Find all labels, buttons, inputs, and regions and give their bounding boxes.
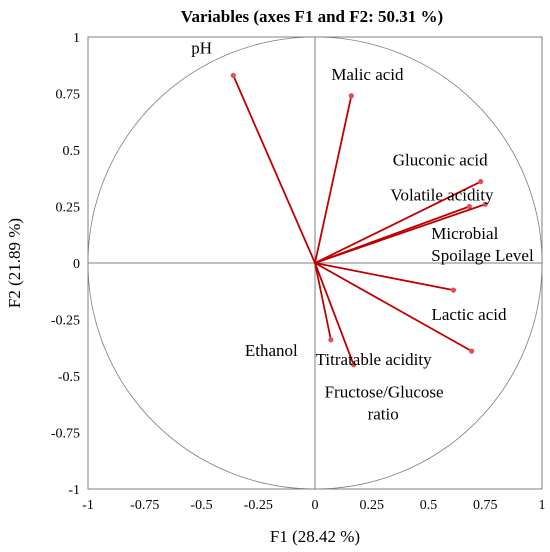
variable-point <box>482 201 488 207</box>
y-tick-label: -0.75 <box>51 427 80 442</box>
variable-label-line: Gluconic acid <box>393 151 488 170</box>
variable-point <box>350 362 357 368</box>
variable-label-line: Titratable acidity <box>316 350 432 369</box>
x-tick-label: -0.75 <box>130 498 159 513</box>
variable-point <box>466 203 472 210</box>
y-tick-label: 0.5 <box>63 144 81 159</box>
variable-label-line: ratio <box>368 405 399 424</box>
y-tick-label: 0 <box>73 257 80 272</box>
y-tick-label: -0.5 <box>58 370 80 385</box>
variable-label-line: Ethanol <box>245 341 298 360</box>
variable-point <box>478 179 484 185</box>
variable-vector <box>314 203 486 264</box>
x-tick-label: 0 <box>312 498 319 513</box>
variable-label-line: Fructose/Glucose <box>325 383 444 402</box>
variable-point <box>230 72 236 79</box>
variable-label: Ethanol <box>245 341 298 360</box>
variable-point <box>450 287 457 293</box>
y-tick-label: 1 <box>73 31 80 46</box>
variable-label: Volatile acidity <box>390 186 494 205</box>
variable-label-line: Microbial <box>431 224 498 243</box>
y-tick-label: -0.25 <box>51 314 80 329</box>
variable-label: Malic acid <box>331 65 404 84</box>
variable-vector <box>314 262 454 292</box>
x-tick-label: 1 <box>539 498 546 513</box>
x-tick-label: -1 <box>82 498 94 513</box>
variable-label: Microbial Spoilage Level <box>431 224 534 265</box>
variable-label: Lactic acid <box>431 305 507 324</box>
x-tick-label: 0.5 <box>420 498 438 513</box>
chart-title: Variables (axes F1 and F2: 50.31 %) <box>181 7 443 26</box>
variable-point <box>328 337 334 343</box>
x-tick-label: 0.75 <box>473 498 498 513</box>
variable-label-line: Lactic acid <box>431 305 507 324</box>
y-tick-label: 0.25 <box>56 201 81 216</box>
variable-vector <box>314 262 355 366</box>
y-axis-label: F2 (21.89 %) <box>5 218 24 308</box>
variable-vector <box>314 262 473 352</box>
variable-vector <box>314 262 332 341</box>
variable-vector <box>314 95 353 264</box>
variable-vector <box>232 75 316 264</box>
x-axis-label: F1 (28.42 %) <box>270 527 360 546</box>
variable-label: Fructose/Glucose ratio <box>325 383 444 424</box>
variable-point <box>469 348 475 354</box>
variable-vector <box>314 180 482 264</box>
variable-label: Gluconic acid <box>393 151 488 170</box>
x-tick-label: 0.25 <box>360 498 385 513</box>
variable-point <box>348 93 354 99</box>
variable-label-line: Volatile acidity <box>390 186 494 205</box>
x-tick-label: -0.25 <box>244 498 273 513</box>
variable-label-line: pH <box>191 38 212 57</box>
variable-label: pH <box>191 38 212 57</box>
variable-label-line: Malic acid <box>331 65 404 84</box>
y-tick-label: 0.75 <box>56 88 81 103</box>
y-tick-label: -1 <box>68 483 80 498</box>
variable-label-line: Spoilage Level <box>431 246 534 265</box>
x-tick-label: -0.5 <box>190 498 212 513</box>
variable-label: Titratable acidity <box>316 350 432 369</box>
